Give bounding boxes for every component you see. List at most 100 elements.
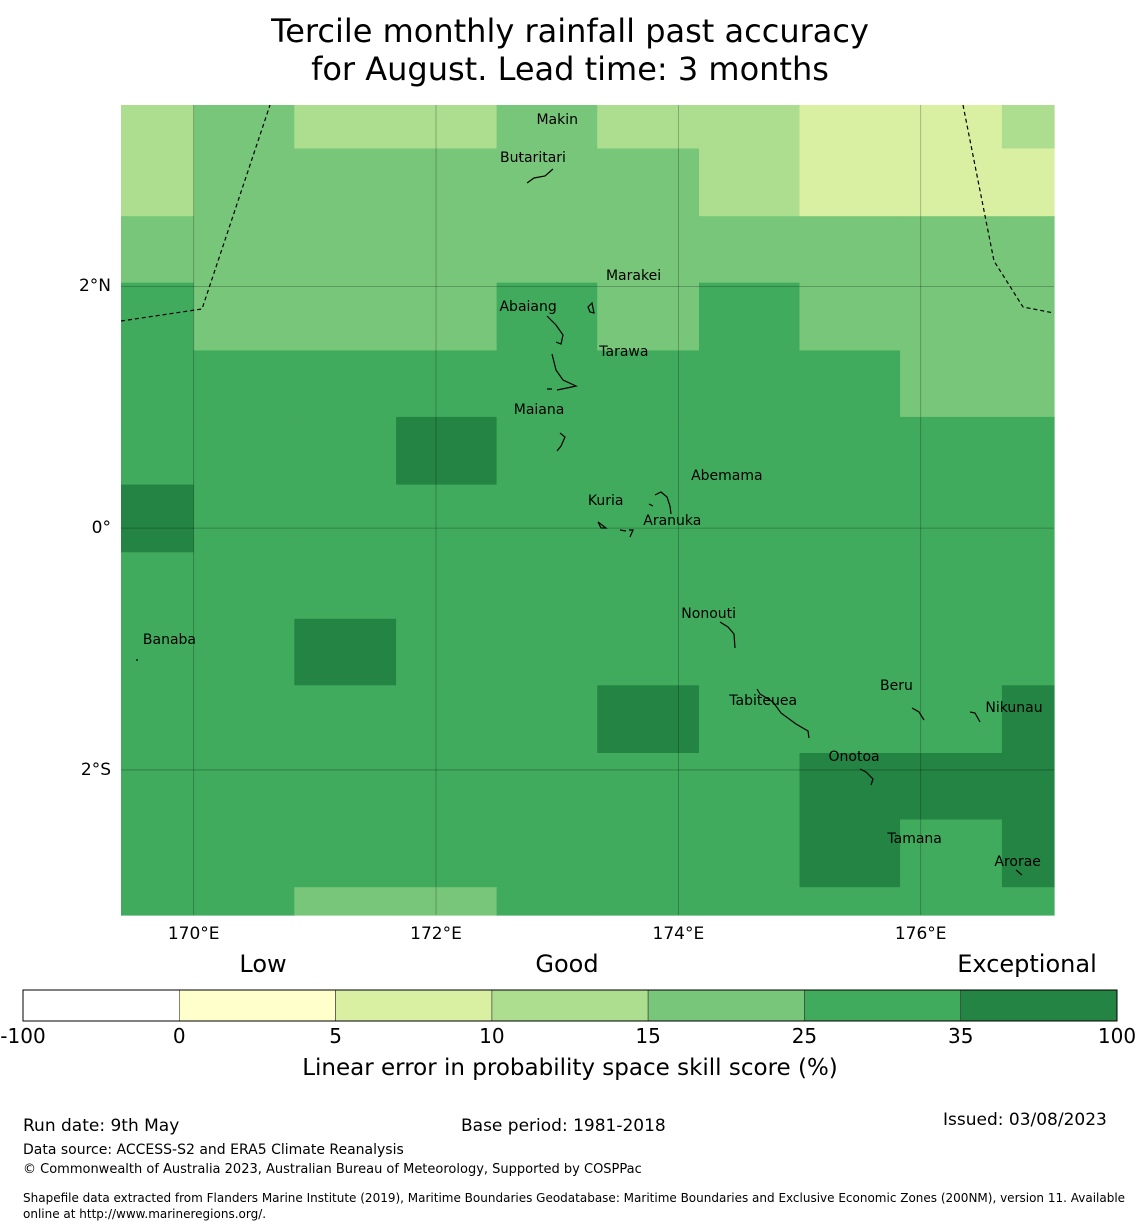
skill-grid-cell (1001, 282, 1055, 351)
island-label: Aranuka (643, 513, 702, 530)
skill-grid-cell (597, 685, 700, 754)
skill-grid-cell (294, 552, 397, 620)
colorbar-tick-label: -100 (0, 1024, 46, 1048)
skill-grid-cell (496, 350, 598, 418)
skill-grid-cell (799, 416, 901, 486)
skill-grid-cell (396, 887, 498, 916)
skill-score-colorbar (22, 989, 1118, 1022)
skill-grid-cell (699, 148, 801, 217)
skill-grid-cell (396, 484, 498, 553)
skill-grid-cell (496, 753, 598, 821)
skill-grid-cell (193, 282, 295, 351)
skill-grid-cell (1001, 216, 1055, 284)
skill-grid-cell (699, 216, 801, 284)
skill-grid-cell (597, 552, 700, 620)
colorbar-tick-label: 15 (635, 1024, 661, 1048)
skill-grid-cell (699, 819, 801, 888)
colorbar-swatch (647, 989, 805, 1022)
run-date: Run date: 9th May (23, 1116, 180, 1136)
skill-grid-cell (597, 484, 700, 553)
skill-grid-cell (1001, 753, 1055, 821)
skill-grid-cell (597, 753, 700, 821)
skill-grid-cell (1001, 618, 1055, 686)
skill-grid-cell (121, 819, 195, 888)
skill-grid-cell (900, 216, 1003, 284)
skill-grid-cell (799, 216, 901, 284)
legend-category-exceptional: Exceptional (957, 950, 1097, 978)
skill-grid-cell (294, 819, 397, 888)
island-label: Tamana (887, 831, 942, 848)
skill-grid-cell (597, 216, 700, 284)
skill-grid-cell (294, 105, 397, 150)
skill-grid-cell (193, 416, 295, 486)
skill-grid-cell (193, 887, 295, 916)
colorbar-tick-label: 10 (479, 1024, 505, 1048)
colorbar-swatch (179, 989, 336, 1022)
colorbar-swatch (335, 989, 493, 1022)
skill-grid-cell (496, 216, 598, 284)
island-label: Maiana (513, 401, 565, 418)
skill-grid-cell (193, 350, 295, 418)
island-label: Onotoa (828, 748, 880, 765)
skill-grid-cell (496, 618, 598, 686)
skill-grid-cell (121, 753, 195, 821)
skill-grid-cell (597, 350, 700, 418)
skill-grid-cell (294, 416, 397, 486)
skill-grid-cell (396, 819, 498, 888)
skill-grid-cell (1001, 148, 1055, 217)
skill-grid-cell (699, 350, 801, 418)
colorbar-tick-label: 5 (329, 1024, 342, 1048)
skill-grid-cell (900, 887, 1003, 916)
skill-grid-cell (396, 350, 498, 418)
shapefile-credit-line2: online at http://www.marineregions.org/. (23, 1207, 267, 1221)
skill-grid-cell (900, 552, 1003, 620)
island-label: Arorae (994, 854, 1041, 870)
skill-grid-cell (496, 105, 598, 150)
skill-grid-cell (496, 887, 598, 916)
skill-grid-cell (597, 416, 700, 486)
skill-grid-cell (799, 484, 901, 553)
skill-grid-cell (699, 416, 801, 486)
skill-grid-cell (193, 105, 295, 150)
map-title-line1: Tercile monthly rainfall past accuracy (271, 12, 869, 50)
skill-grid-cell (799, 887, 901, 916)
shapefile-credit-line1: Shapefile data extracted from Flanders M… (23, 1191, 1126, 1205)
skill-grid-cell (121, 887, 195, 916)
skill-grid-cell (699, 484, 801, 553)
skill-grid-cell (396, 105, 498, 150)
skill-grid-cell (900, 819, 1003, 888)
skill-grid-cell (799, 350, 901, 418)
skill-grid-cell (699, 685, 801, 754)
skill-grid-cell (699, 105, 801, 150)
skill-grid-cell (1001, 416, 1055, 486)
skill-grid-cell (597, 105, 700, 150)
skill-grid-cell (900, 282, 1003, 351)
skill-grid-cell (1001, 887, 1055, 916)
skill-grid-cell (1001, 685, 1055, 754)
skill-grid-cell (496, 148, 598, 217)
longitude-tick-label: 170°E (167, 924, 220, 944)
skill-grid-cell (699, 887, 801, 916)
latitude-tick-label: 2°N (78, 276, 111, 297)
colorbar-swatch (22, 989, 180, 1022)
legend-category-low: Low (239, 950, 287, 978)
skill-grid-cell (396, 282, 498, 351)
skill-grid-cell (193, 618, 295, 686)
skill-grid-cell (496, 685, 598, 754)
island-label: Tabiteuea (729, 693, 798, 710)
island-label: Nikunau (985, 700, 1043, 717)
skill-grid-cell (396, 416, 498, 486)
skill-grid-cell (699, 552, 801, 620)
skill-grid-cell (193, 685, 295, 754)
longitude-tick-label: 174°E (652, 924, 705, 944)
longitude-tick-label: 176°E (894, 924, 947, 944)
skill-grid-cell (294, 618, 397, 686)
skill-grid-cell (799, 282, 901, 351)
skill-grid-cell (121, 685, 195, 754)
island-label: Butaritari (500, 150, 566, 167)
eez-boundary (120, 104, 1055, 322)
skill-grid-cell (294, 484, 397, 553)
island-label: Marakei (605, 267, 662, 284)
skill-grid-cell (1001, 552, 1055, 620)
skill-grid-cell (121, 148, 195, 217)
